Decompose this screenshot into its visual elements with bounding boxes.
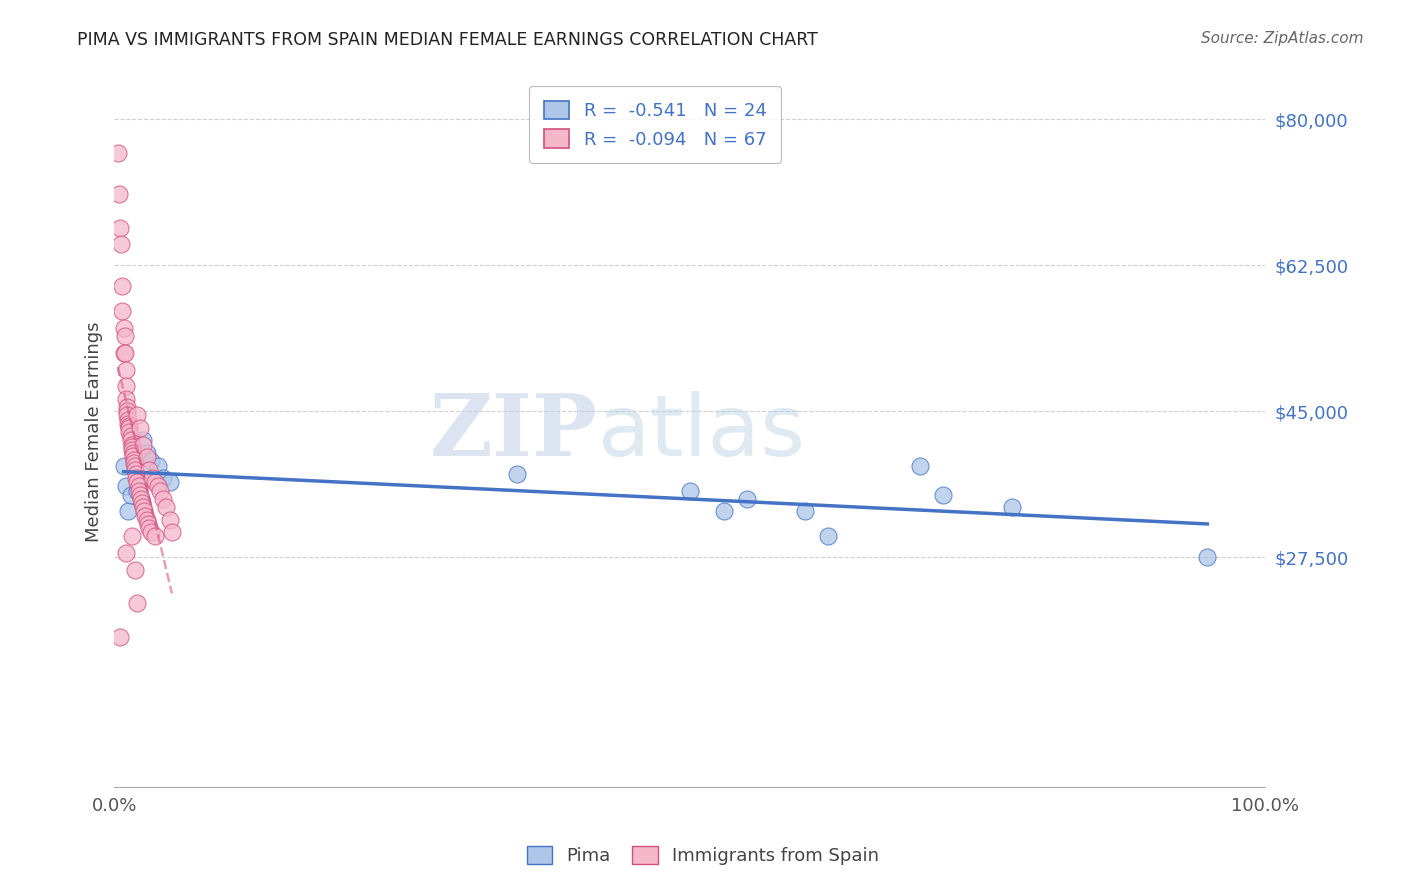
- Point: [146, 479, 169, 493]
- Point: [817, 529, 839, 543]
- Point: [143, 475, 166, 490]
- Point: [128, 479, 150, 493]
- Point: [115, 404, 138, 418]
- Point: [121, 440, 143, 454]
- Point: [793, 504, 815, 518]
- Point: [121, 437, 143, 451]
- Point: [115, 409, 138, 423]
- Point: [135, 450, 157, 465]
- Point: [159, 513, 181, 527]
- Point: [141, 454, 163, 468]
- Point: [138, 463, 160, 477]
- Point: [117, 504, 139, 518]
- Point: [124, 459, 146, 474]
- Point: [141, 471, 163, 485]
- Point: [124, 463, 146, 477]
- Point: [120, 434, 142, 448]
- Point: [112, 458, 135, 473]
- Point: [121, 446, 143, 460]
- Point: [118, 419, 141, 434]
- Point: [127, 409, 149, 423]
- Point: [115, 379, 138, 393]
- Point: [125, 471, 148, 485]
- Point: [141, 525, 163, 540]
- Point: [138, 521, 160, 535]
- Point: [134, 504, 156, 518]
- Point: [107, 145, 129, 160]
- Point: [108, 220, 131, 235]
- Text: atlas: atlas: [598, 391, 806, 474]
- Point: [115, 479, 138, 493]
- Point: [135, 513, 157, 527]
- Point: [121, 450, 143, 464]
- Point: [115, 400, 138, 414]
- Point: [108, 187, 131, 202]
- Point: [125, 467, 148, 481]
- Point: [152, 471, 174, 485]
- Point: [111, 279, 134, 293]
- Point: [124, 463, 146, 477]
- Text: ZIP: ZIP: [430, 390, 598, 475]
- Point: [132, 500, 155, 515]
- Point: [110, 237, 132, 252]
- Point: [122, 452, 145, 467]
- Point: [678, 483, 700, 498]
- Point: [111, 304, 134, 318]
- Point: [136, 516, 159, 531]
- Point: [1001, 500, 1024, 515]
- Point: [114, 346, 136, 360]
- Point: [132, 434, 155, 448]
- Point: [127, 475, 149, 490]
- Point: [122, 456, 145, 470]
- Point: [128, 483, 150, 498]
- Point: [114, 329, 136, 343]
- Point: [117, 417, 139, 431]
- Point: [121, 529, 143, 543]
- Point: [117, 412, 139, 426]
- Point: [159, 475, 181, 490]
- Point: [115, 362, 138, 376]
- Point: [120, 488, 142, 502]
- Point: [143, 529, 166, 543]
- Point: [735, 491, 758, 506]
- Point: [112, 321, 135, 335]
- Text: PIMA VS IMMIGRANTS FROM SPAIN MEDIAN FEMALE EARNINGS CORRELATION CHART: PIMA VS IMMIGRANTS FROM SPAIN MEDIAN FEM…: [77, 31, 818, 49]
- Point: [127, 596, 149, 610]
- Point: [134, 508, 156, 523]
- Point: [118, 425, 141, 439]
- Point: [132, 437, 155, 451]
- Point: [713, 504, 735, 518]
- Point: [160, 525, 183, 540]
- Point: [115, 392, 138, 406]
- Point: [1197, 550, 1219, 565]
- Point: [908, 458, 931, 473]
- Point: [128, 488, 150, 502]
- Point: [120, 429, 142, 443]
- Point: [112, 346, 135, 360]
- Point: [121, 446, 143, 460]
- Point: [115, 546, 138, 560]
- Point: [128, 471, 150, 485]
- Point: [155, 500, 177, 515]
- Point: [932, 488, 955, 502]
- Point: [135, 446, 157, 460]
- Text: Source: ZipAtlas.com: Source: ZipAtlas.com: [1201, 31, 1364, 46]
- Point: [118, 421, 141, 435]
- Point: [152, 491, 174, 506]
- Point: [108, 630, 131, 644]
- Point: [121, 442, 143, 457]
- Legend: R =  -0.541   N = 24, R =  -0.094   N = 67: R = -0.541 N = 24, R = -0.094 N = 67: [530, 87, 780, 163]
- Point: [128, 421, 150, 435]
- Point: [129, 491, 152, 506]
- Y-axis label: Median Female Earnings: Median Female Earnings: [86, 322, 103, 542]
- Point: [506, 467, 529, 481]
- Point: [127, 483, 149, 498]
- Legend: Pima, Immigrants from Spain: Pima, Immigrants from Spain: [520, 838, 886, 872]
- Point: [131, 496, 153, 510]
- Point: [149, 483, 172, 498]
- Point: [146, 458, 169, 473]
- Point: [124, 563, 146, 577]
